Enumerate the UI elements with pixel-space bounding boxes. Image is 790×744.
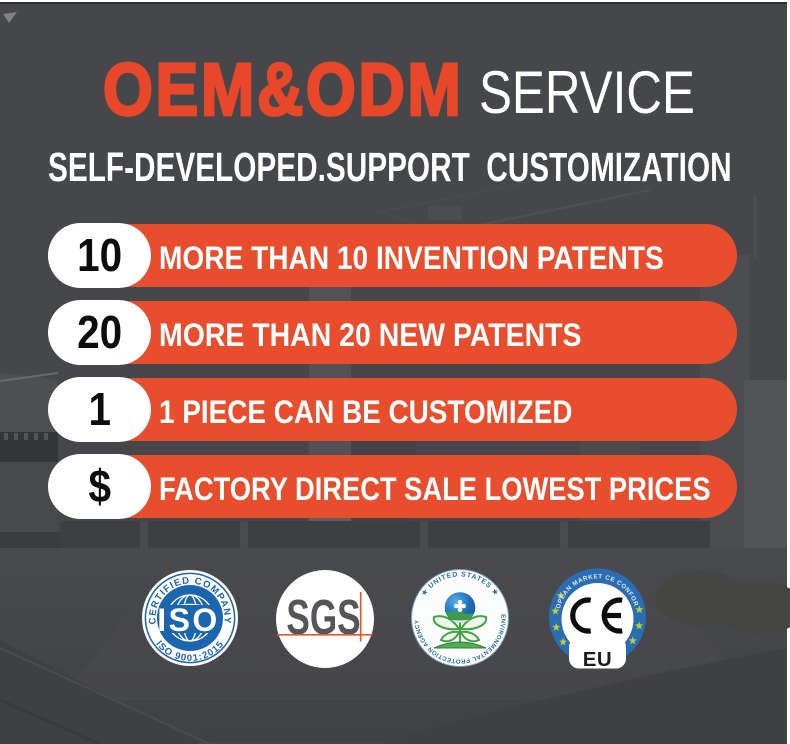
- svg-text:EUROPEAN MARKET CE CONFORMITY: EUROPEAN MARKET CE CONFORMITY: [0, 0, 639, 610]
- svg-text:SGS: SGS: [286, 590, 360, 645]
- svg-text:ISO: ISO: [157, 602, 220, 638]
- svg-text:EU: EU: [583, 648, 612, 671]
